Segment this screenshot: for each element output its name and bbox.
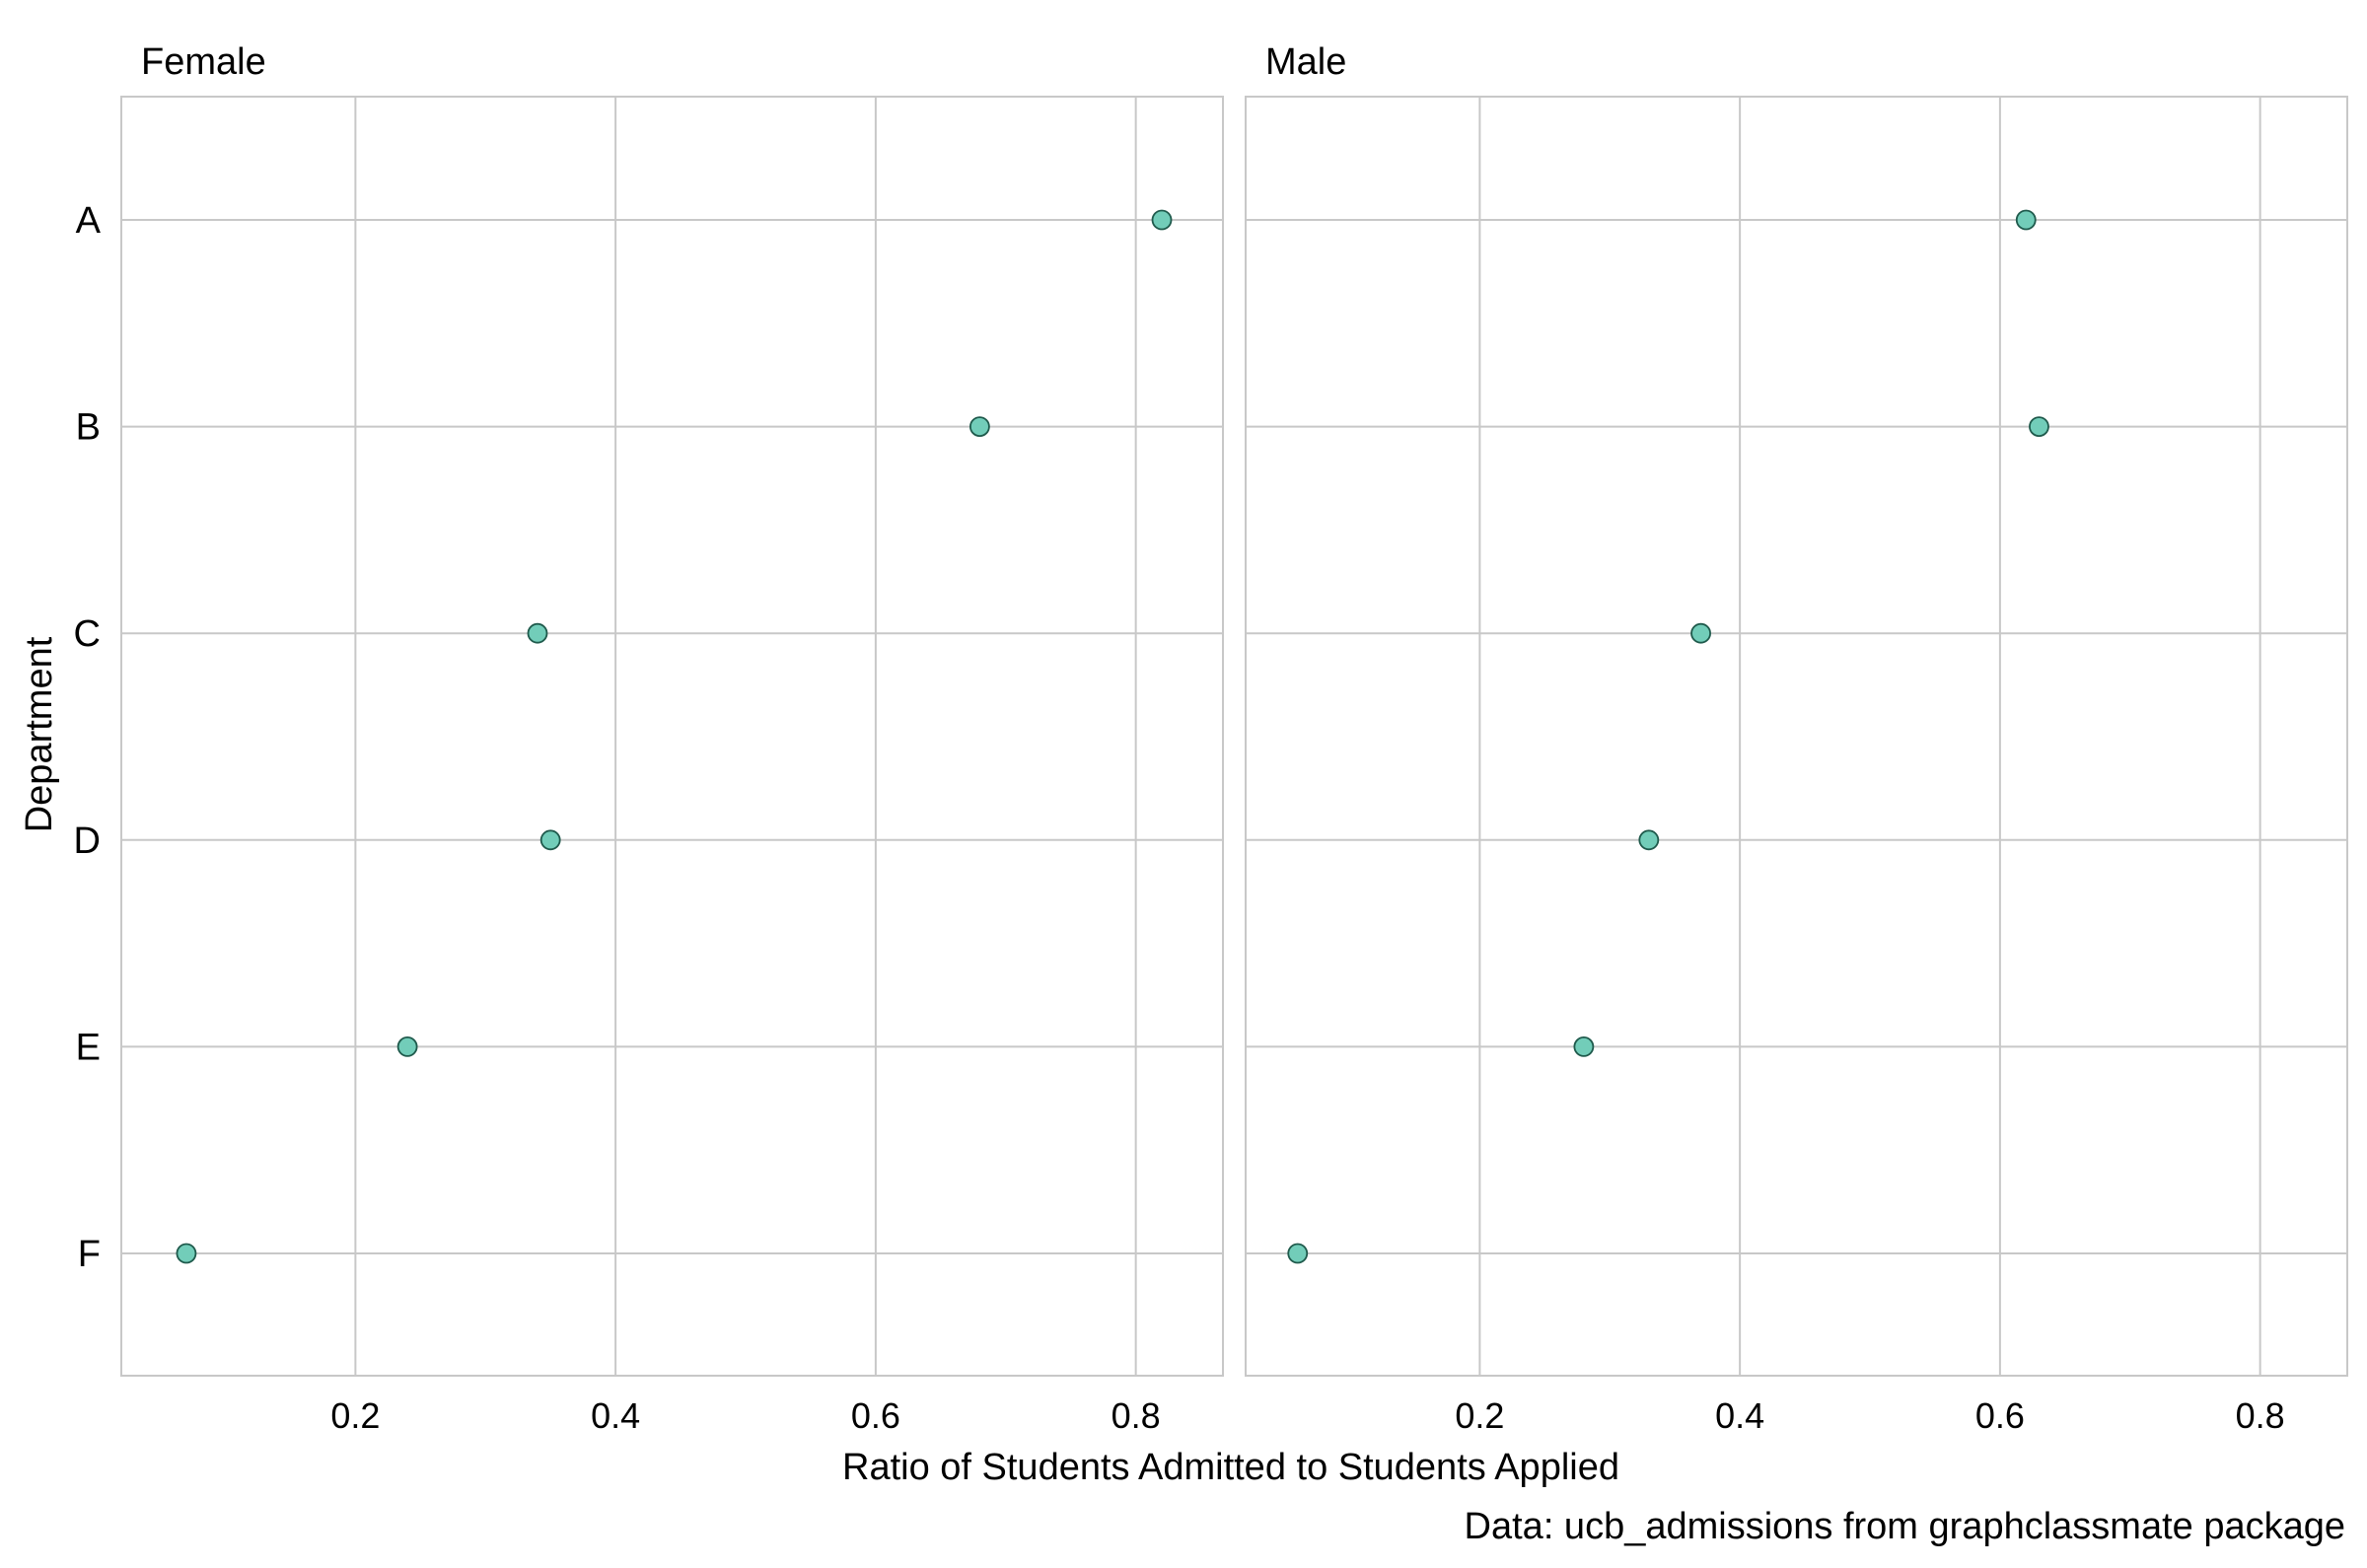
- data-point: [396, 1036, 418, 1057]
- y-axis-ticks: A B C D E F: [74, 200, 102, 1275]
- x-tick-label: 0.6: [851, 1395, 900, 1436]
- data-point: [539, 829, 561, 851]
- x-tick-label: 0.2: [1455, 1395, 1504, 1436]
- x-tick-label: 0.2: [330, 1395, 380, 1436]
- data-point: [1638, 829, 1660, 851]
- y-tick-label: D: [74, 820, 101, 862]
- x-tick-label: 0.4: [591, 1395, 640, 1436]
- x-tick-label: 0.8: [2236, 1395, 2285, 1436]
- data-point: [2029, 416, 2049, 438]
- data-point: [2015, 209, 2037, 231]
- chart-caption: Data: ucb_admissions from graphclassmate…: [1465, 1506, 2345, 1547]
- y-tick-label: B: [76, 407, 101, 449]
- panel-border: [1245, 96, 2348, 1377]
- y-axis-label: Department: [19, 636, 60, 832]
- x-axis-label: Ratio of Students Admitted to Students A…: [842, 1447, 1619, 1488]
- y-tick-label: C: [74, 613, 101, 655]
- data-point: [1573, 1036, 1595, 1057]
- data-point: [1690, 622, 1711, 644]
- data-point: [1287, 1243, 1309, 1264]
- facet-label: Female: [141, 41, 266, 83]
- data-point: [527, 622, 548, 644]
- y-tick-label: F: [78, 1234, 101, 1275]
- panel-border: [120, 96, 1224, 1377]
- data-point: [1151, 209, 1173, 231]
- data-point: [176, 1243, 197, 1264]
- data-point: [968, 416, 990, 438]
- panel-female: Female 0.2 0.4 0.6 0.8: [120, 41, 1224, 1436]
- facet-label: Male: [1265, 41, 1346, 83]
- x-tick-label: 0.6: [1975, 1395, 2025, 1436]
- facet-panels: Female 0.2 0.4 0.6 0.8 Male 0.2 0.4 0.6 0.8 A B C D E F: [74, 41, 2348, 1436]
- panel-male: Male 0.2 0.4 0.6 0.8: [1245, 41, 2348, 1436]
- y-tick-label: A: [76, 200, 102, 242]
- x-tick-label: 0.4: [1715, 1395, 1764, 1436]
- x-tick-label: 0.8: [1112, 1395, 1161, 1436]
- y-tick-label: E: [76, 1027, 101, 1068]
